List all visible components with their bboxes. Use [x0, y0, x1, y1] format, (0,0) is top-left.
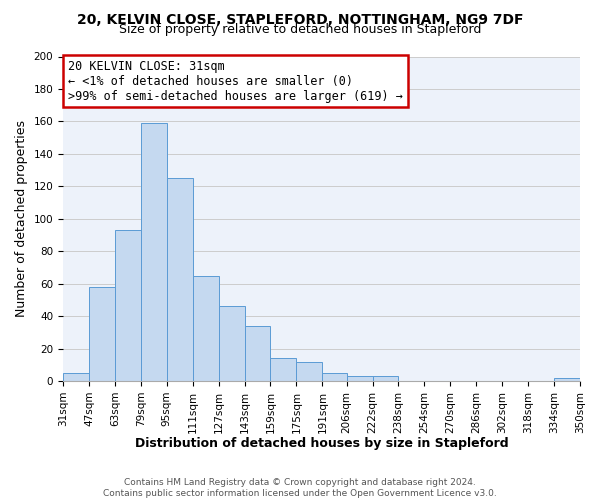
Bar — [322, 373, 347, 381]
Bar — [193, 276, 218, 381]
Bar — [347, 376, 373, 381]
Bar — [167, 178, 193, 381]
Bar — [89, 287, 115, 381]
Text: 20, KELVIN CLOSE, STAPLEFORD, NOTTINGHAM, NG9 7DF: 20, KELVIN CLOSE, STAPLEFORD, NOTTINGHAM… — [77, 12, 523, 26]
Text: 20 KELVIN CLOSE: 31sqm
← <1% of detached houses are smaller (0)
>99% of semi-det: 20 KELVIN CLOSE: 31sqm ← <1% of detached… — [68, 60, 403, 102]
Bar — [63, 373, 89, 381]
X-axis label: Distribution of detached houses by size in Stapleford: Distribution of detached houses by size … — [135, 437, 508, 450]
Text: Contains HM Land Registry data © Crown copyright and database right 2024.
Contai: Contains HM Land Registry data © Crown c… — [103, 478, 497, 498]
Bar — [141, 123, 167, 381]
Bar — [245, 326, 271, 381]
Bar — [271, 358, 296, 381]
Y-axis label: Number of detached properties: Number of detached properties — [15, 120, 28, 317]
Bar — [554, 378, 580, 381]
Bar — [373, 376, 398, 381]
Bar — [296, 362, 322, 381]
Text: Size of property relative to detached houses in Stapleford: Size of property relative to detached ho… — [119, 22, 481, 36]
Bar — [218, 306, 245, 381]
Bar — [115, 230, 141, 381]
